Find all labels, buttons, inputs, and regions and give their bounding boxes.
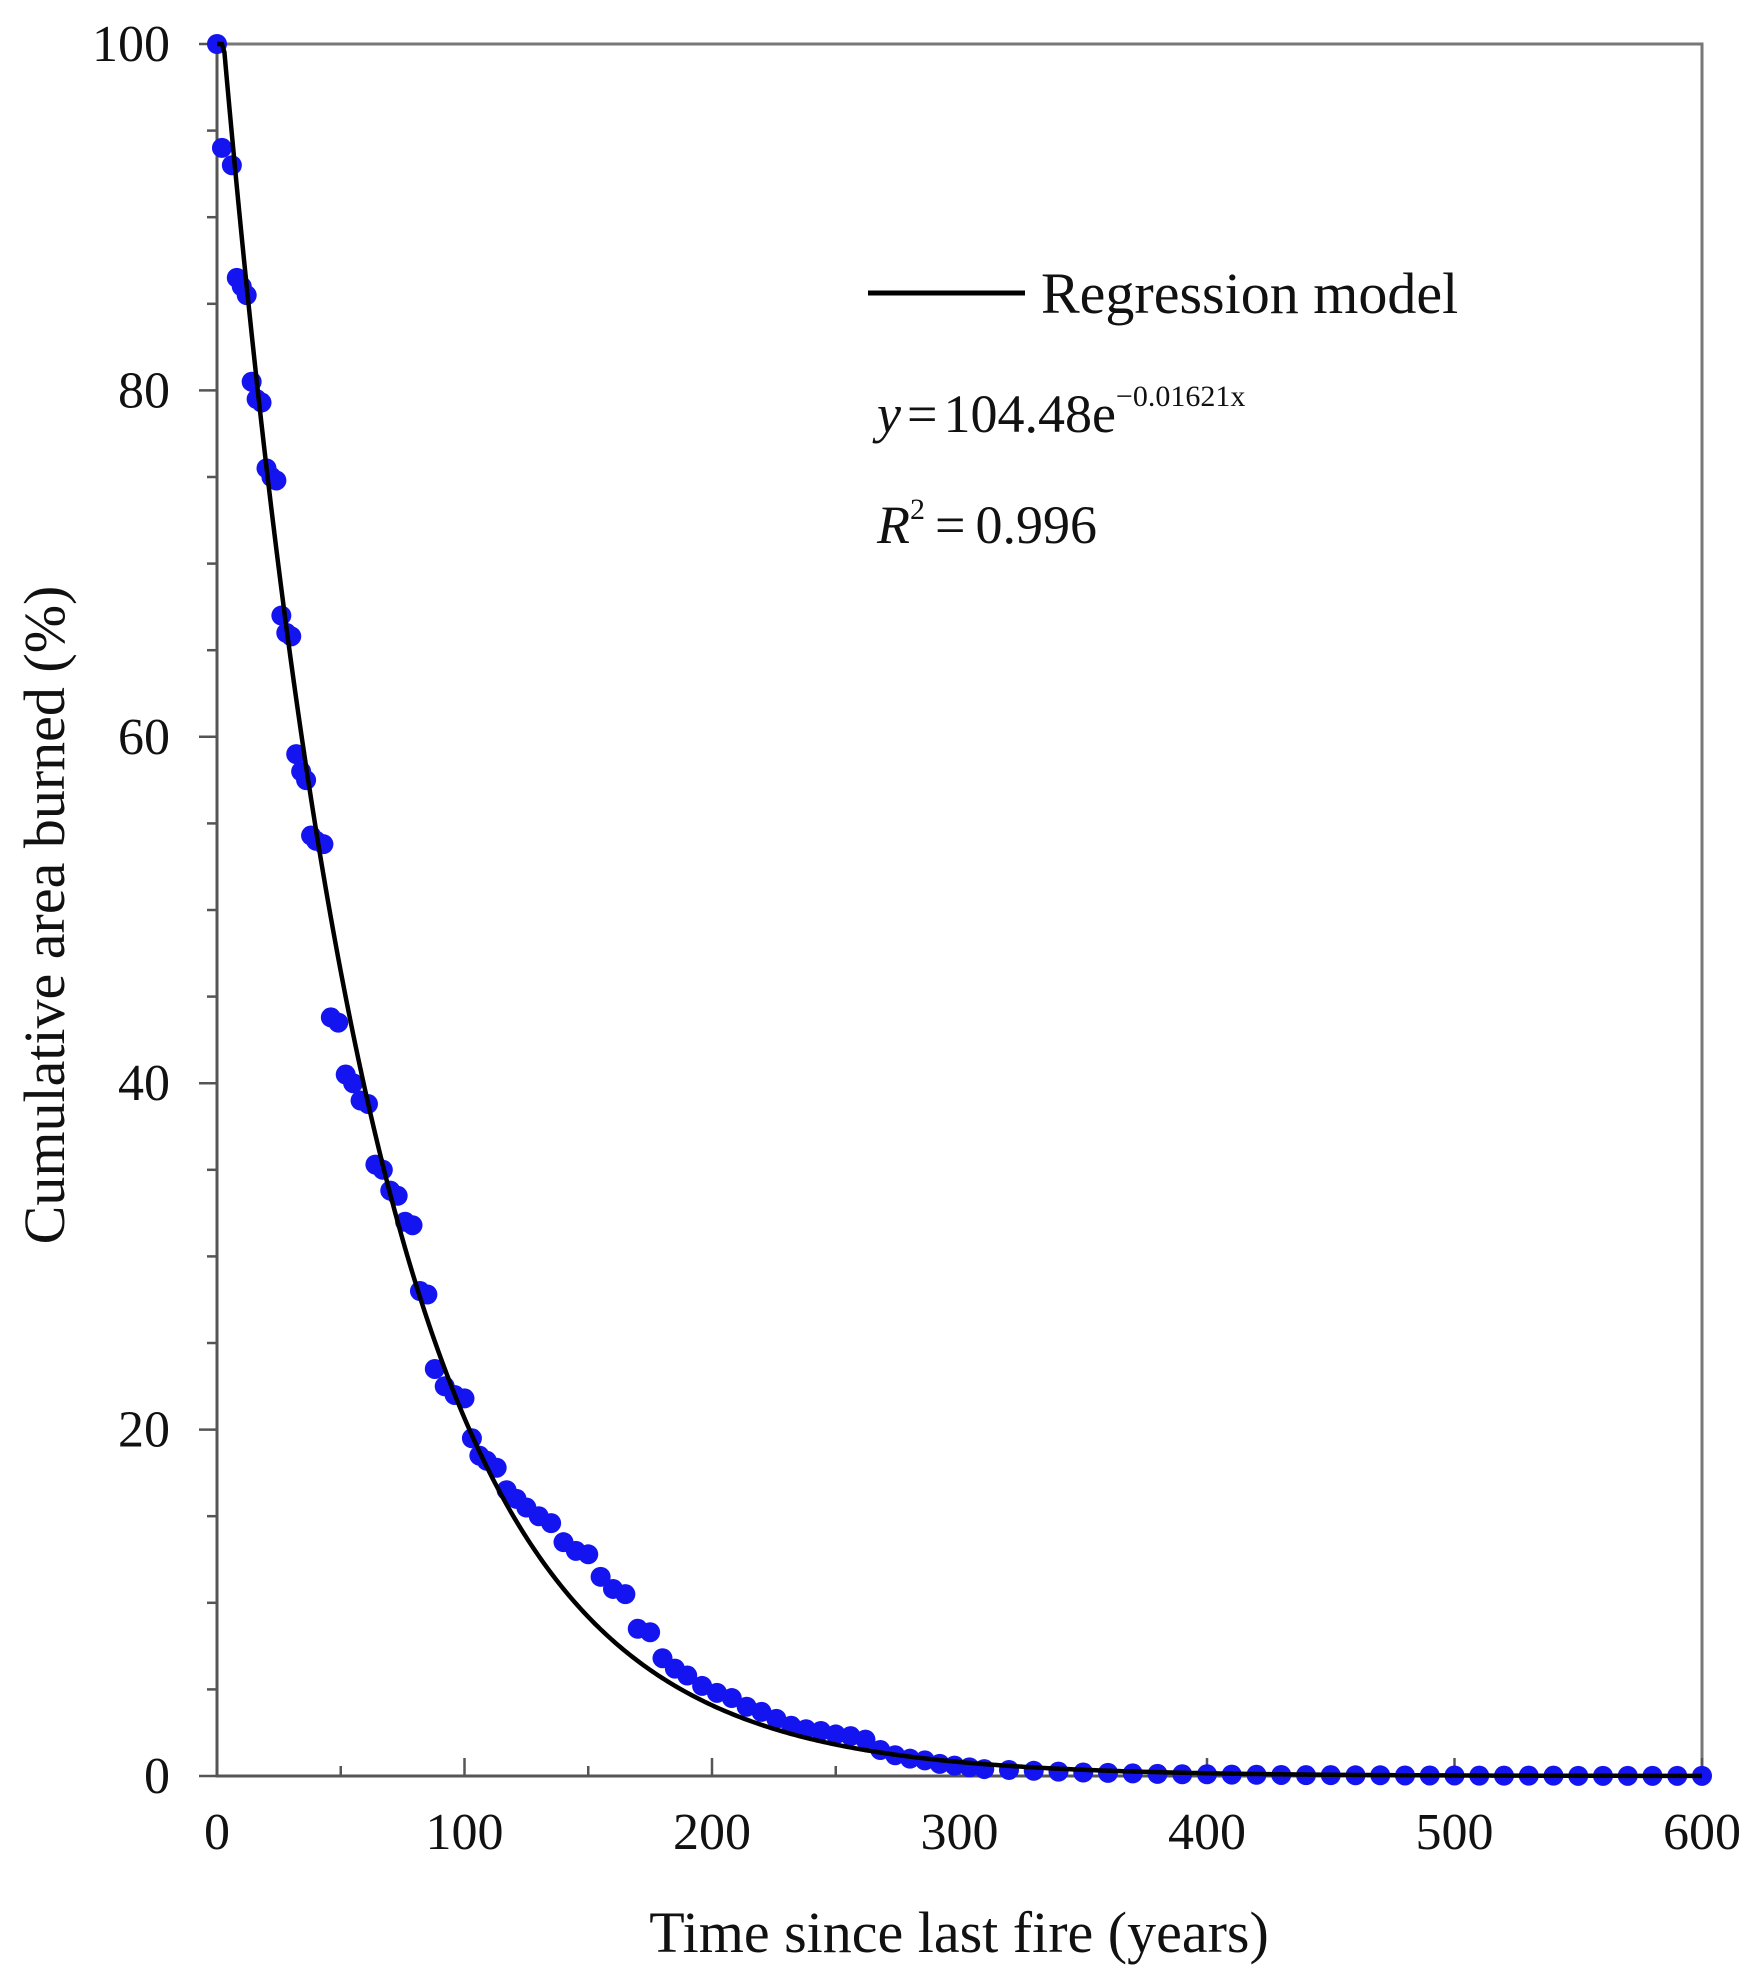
data-point bbox=[211, 137, 232, 158]
x-tick-labels: 0 100 200 300 400 500 600 bbox=[204, 1804, 1741, 1861]
data-point bbox=[281, 626, 302, 647]
data-point bbox=[590, 1566, 611, 1587]
r2-eq: = bbox=[935, 495, 965, 555]
data-point bbox=[999, 1759, 1019, 1780]
x-tick-label: 300 bbox=[921, 1804, 999, 1861]
regression-line bbox=[217, 41, 1702, 1779]
y-tick-label: 0 bbox=[144, 1748, 170, 1805]
data-point bbox=[640, 1622, 661, 1643]
x-tick-label: 200 bbox=[673, 1804, 751, 1861]
data-point bbox=[402, 1215, 423, 1236]
legend: Regression model bbox=[868, 261, 1458, 326]
data-point bbox=[721, 1688, 742, 1709]
equation-eq: = bbox=[907, 384, 937, 444]
plot-frame bbox=[215, 42, 1704, 1778]
data-point bbox=[271, 605, 292, 626]
y-tick-labels: 0 20 40 60 80 100 bbox=[92, 16, 170, 1805]
r2-symbol: R bbox=[876, 495, 910, 555]
x-tick-label: 400 bbox=[1168, 1804, 1246, 1861]
data-point bbox=[1073, 1762, 1094, 1783]
data-point bbox=[692, 1675, 713, 1696]
y-tick-label: 100 bbox=[92, 16, 170, 73]
equation-exponent: −0.01621x bbox=[1116, 380, 1245, 413]
y-tick-label: 20 bbox=[118, 1402, 170, 1459]
data-point bbox=[1048, 1761, 1069, 1782]
data-point bbox=[855, 1729, 876, 1750]
regression-equation: y = 104.48e−0.01621x bbox=[872, 380, 1245, 444]
y-axis-title: Cumulative area burned (%) bbox=[12, 586, 77, 1245]
data-point bbox=[766, 1708, 787, 1729]
data-point bbox=[1023, 1760, 1044, 1781]
y-tick-label: 80 bbox=[118, 362, 170, 419]
x-tick-label: 0 bbox=[204, 1804, 230, 1861]
r-squared: R2 = 0.996 bbox=[876, 493, 1097, 555]
data-point bbox=[615, 1584, 636, 1605]
data-point bbox=[677, 1665, 698, 1686]
r2-superscript: 2 bbox=[910, 493, 925, 526]
equation-lhs: y bbox=[872, 384, 901, 444]
data-point bbox=[328, 1012, 349, 1033]
data-point bbox=[751, 1701, 772, 1722]
data-point bbox=[825, 1724, 846, 1745]
data-point bbox=[266, 470, 287, 491]
y-tick-label: 60 bbox=[118, 709, 170, 766]
x-axis-title: Time since last fire (years) bbox=[649, 1900, 1269, 1965]
y-tick-label: 40 bbox=[118, 1055, 170, 1112]
data-point bbox=[343, 1073, 364, 1094]
legend-label: Regression model bbox=[1041, 261, 1458, 326]
axis-ticks bbox=[199, 42, 1704, 1778]
data-point bbox=[286, 744, 307, 765]
data-point bbox=[424, 1358, 445, 1379]
r2-value: 0.996 bbox=[975, 495, 1097, 555]
x-tick-label: 500 bbox=[1416, 1804, 1494, 1861]
scatter-points bbox=[207, 34, 1712, 1786]
x-tick-label: 600 bbox=[1663, 1804, 1741, 1861]
data-point bbox=[541, 1513, 562, 1534]
x-tick-label: 100 bbox=[426, 1804, 504, 1861]
equation-coef: 104.48e bbox=[943, 384, 1115, 444]
data-point bbox=[578, 1544, 599, 1565]
